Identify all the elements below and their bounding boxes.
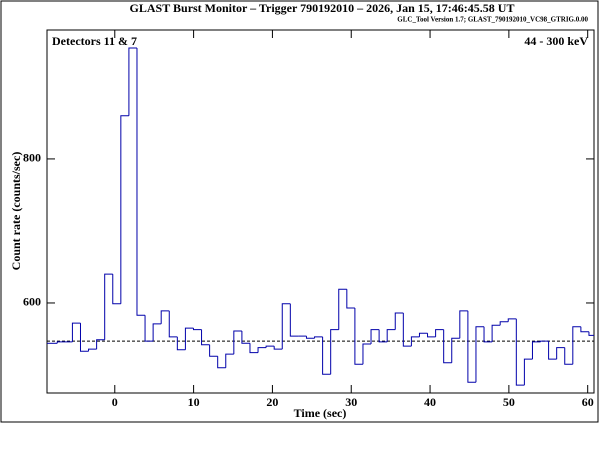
histogram-bin: [120, 115, 129, 304]
histogram-bin: [427, 333, 436, 338]
x-tick-label: 30: [345, 395, 357, 409]
histogram-bin: [192, 328, 202, 331]
histogram-bin: [96, 339, 105, 350]
histogram-bin: [289, 303, 299, 337]
histogram-bin: [314, 336, 323, 339]
histogram-bin: [580, 326, 589, 333]
histogram-bin: [217, 356, 226, 369]
histogram-bin: [305, 336, 315, 339]
histogram-bin: [233, 330, 242, 355]
histogram-bin: [418, 332, 428, 337]
x-tick-label: 20: [266, 395, 278, 409]
x-tick-label: 0: [112, 395, 118, 409]
histogram-bin: [572, 326, 581, 365]
histogram-bin: [273, 346, 283, 350]
y-tick-label: 800: [23, 151, 41, 165]
histogram-bin: [201, 329, 210, 346]
histogram-bin: [386, 329, 396, 342]
y-tick-label: 600: [23, 295, 41, 309]
x-tick-label: 10: [188, 395, 200, 409]
histogram-bin: [475, 326, 485, 383]
histogram-bin: [394, 312, 404, 330]
x-axis-label: Time (sec): [294, 406, 347, 420]
histogram-bin: [548, 341, 557, 360]
histogram-bin: [410, 336, 420, 347]
histogram-bin: [564, 347, 573, 365]
histogram-bin: [152, 323, 162, 342]
histogram-bin: [144, 315, 154, 342]
histogram-bin: [402, 313, 412, 347]
histogram-bin: [88, 348, 97, 352]
histogram-bin: [281, 303, 291, 350]
histogram-bin: [184, 327, 194, 350]
histogram-bin: [104, 273, 113, 340]
histogram-bin: [346, 289, 355, 309]
histogram-bin: [209, 344, 218, 357]
histogram-bin: [249, 343, 259, 354]
annotation: Detectors 11 & 7: [52, 34, 137, 48]
histogram-bin: [443, 329, 452, 364]
histogram-bin: [71, 322, 81, 342]
histogram-bin: [362, 343, 372, 365]
histogram-bin: [56, 341, 73, 344]
histogram-bin: [491, 324, 501, 342]
histogram-bin: [483, 326, 493, 343]
histogram-bin: [540, 340, 549, 342]
histogram-bin: [523, 358, 533, 386]
y-axis-label: Count rate (counts/sec): [9, 152, 23, 271]
histogram-bin: [241, 331, 250, 344]
histogram-bin: [160, 310, 170, 324]
x-tick-label: 60: [582, 395, 594, 409]
histogram-bin: [322, 336, 331, 375]
histogram-bin: [128, 47, 137, 116]
histogram-bin: [176, 336, 186, 351]
plot-frame: [46, 29, 595, 394]
histogram-bin: [225, 353, 234, 368]
x-tick-label: 50: [503, 395, 515, 409]
chart-subtitle: GLC_Tool Version 1.7; GLAST_790192010_VC…: [397, 16, 588, 24]
histogram-bin: [378, 329, 388, 343]
histogram-bin: [370, 329, 380, 345]
chart-title: GLAST Burst Monitor – Trigger 790192010 …: [130, 1, 515, 15]
histogram-bin: [515, 318, 525, 386]
histogram-bin: [531, 341, 541, 360]
histogram-bin: [168, 310, 178, 338]
histogram-bin: [79, 323, 89, 352]
histogram-bin: [112, 274, 121, 305]
annotation: 44 - 300 keV: [524, 34, 588, 48]
histogram-bin: [467, 310, 476, 383]
histogram-bin: [459, 310, 468, 339]
figure-frame: [0, 0, 599, 423]
histogram-bin: [257, 347, 267, 353]
histogram-bin: [556, 347, 565, 360]
histogram-bin: [435, 329, 444, 337]
x-tick-label: 40: [424, 395, 436, 409]
histogram-bin: [507, 318, 517, 322]
histogram-bin: [588, 331, 594, 336]
histogram-bin: [265, 345, 275, 348]
histogram-bin: [136, 48, 146, 316]
histogram-bin: [338, 288, 347, 330]
histogram-bin: [330, 329, 339, 375]
histogram-bin: [451, 337, 460, 363]
histogram-bin: [354, 308, 363, 365]
histogram-bin: [499, 321, 509, 326]
